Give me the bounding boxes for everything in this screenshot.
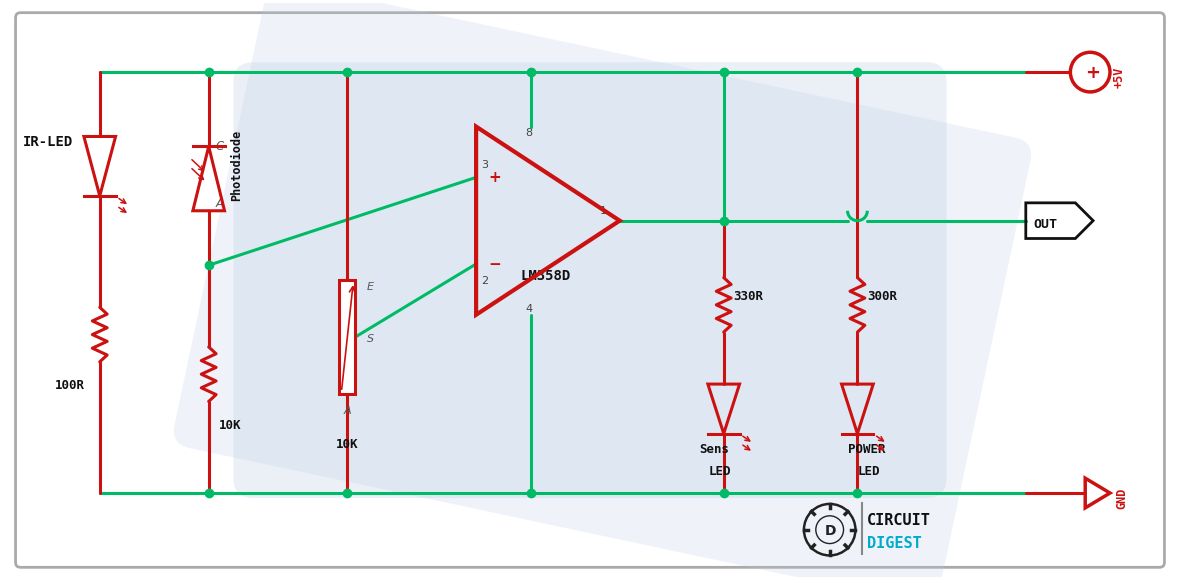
Text: +: +	[1084, 64, 1100, 82]
Text: POWER: POWER	[848, 444, 885, 456]
Text: S: S	[367, 334, 374, 344]
Text: A: A	[344, 406, 351, 416]
Text: IR-LED: IR-LED	[22, 135, 73, 150]
FancyBboxPatch shape	[234, 62, 946, 498]
Text: GND: GND	[1115, 487, 1128, 509]
Text: LED: LED	[709, 465, 731, 478]
Text: 8: 8	[526, 129, 533, 139]
Text: D: D	[824, 524, 836, 538]
Text: Sens: Sens	[699, 444, 729, 456]
Text: Photodiode: Photodiode	[230, 129, 243, 201]
Text: LM358D: LM358D	[521, 269, 570, 283]
Text: 4: 4	[526, 304, 533, 314]
FancyBboxPatch shape	[15, 13, 1164, 567]
Text: DIGEST: DIGEST	[867, 535, 922, 550]
Text: +: +	[488, 171, 501, 186]
Bar	[339, 280, 355, 394]
Text: 100R: 100R	[56, 379, 85, 392]
Text: OUT: OUT	[1033, 218, 1058, 231]
Text: 10K: 10K	[335, 438, 358, 451]
Text: −: −	[488, 257, 501, 272]
FancyBboxPatch shape	[174, 0, 1031, 580]
Text: 3: 3	[481, 161, 488, 171]
Text: LED: LED	[857, 465, 880, 478]
Text: CIRCUIT: CIRCUIT	[867, 513, 931, 528]
Text: 300R: 300R	[867, 290, 898, 303]
Text: A: A	[216, 197, 223, 210]
Text: E: E	[367, 282, 374, 292]
Text: 330R: 330R	[733, 290, 764, 303]
Text: +5V: +5V	[1113, 66, 1125, 88]
Text: 1: 1	[600, 206, 607, 216]
Text: 10K: 10K	[218, 419, 241, 432]
Text: 2: 2	[481, 276, 488, 286]
Text: C: C	[216, 140, 224, 153]
